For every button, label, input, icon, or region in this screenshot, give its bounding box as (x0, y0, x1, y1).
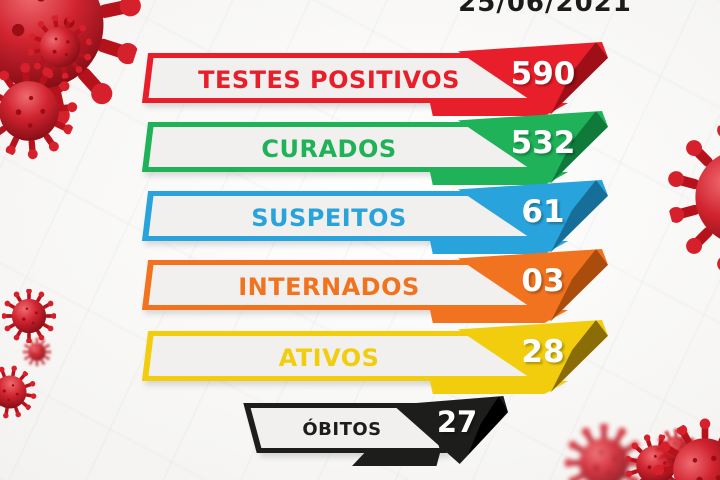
stat-label: INTERNADOS (238, 273, 420, 301)
coronavirus-icon (2, 289, 56, 343)
banner-ribbon-tail (430, 381, 568, 394)
banner-ribbon-tail (430, 241, 568, 254)
stat-value: 532 (510, 125, 576, 161)
banner-ribbon-tail (430, 310, 568, 323)
stat-value: 61 (521, 194, 565, 230)
stat-value: 590 (510, 56, 576, 92)
report-date: 25/06/2021 (458, 0, 632, 18)
stat-label: CURADOS (261, 135, 397, 163)
stat-value: 03 (521, 263, 565, 299)
coronavirus-icon (651, 105, 720, 289)
banner-ribbon-tail (352, 453, 440, 466)
stat-label: ATIVOS (278, 344, 380, 372)
coronavirus-icon (0, 355, 47, 429)
banner-ribbon-tail (430, 172, 568, 185)
stat-value: 27 (436, 405, 478, 439)
banner-ribbon-tail (430, 103, 568, 116)
stat-label: ÓBITOS (302, 419, 382, 440)
stat-value: 28 (521, 334, 565, 370)
stat-label: TESTES POSITIVOS (198, 66, 460, 94)
stat-label: SUSPEITOS (251, 204, 407, 232)
coronavirus-icon (23, 338, 51, 366)
